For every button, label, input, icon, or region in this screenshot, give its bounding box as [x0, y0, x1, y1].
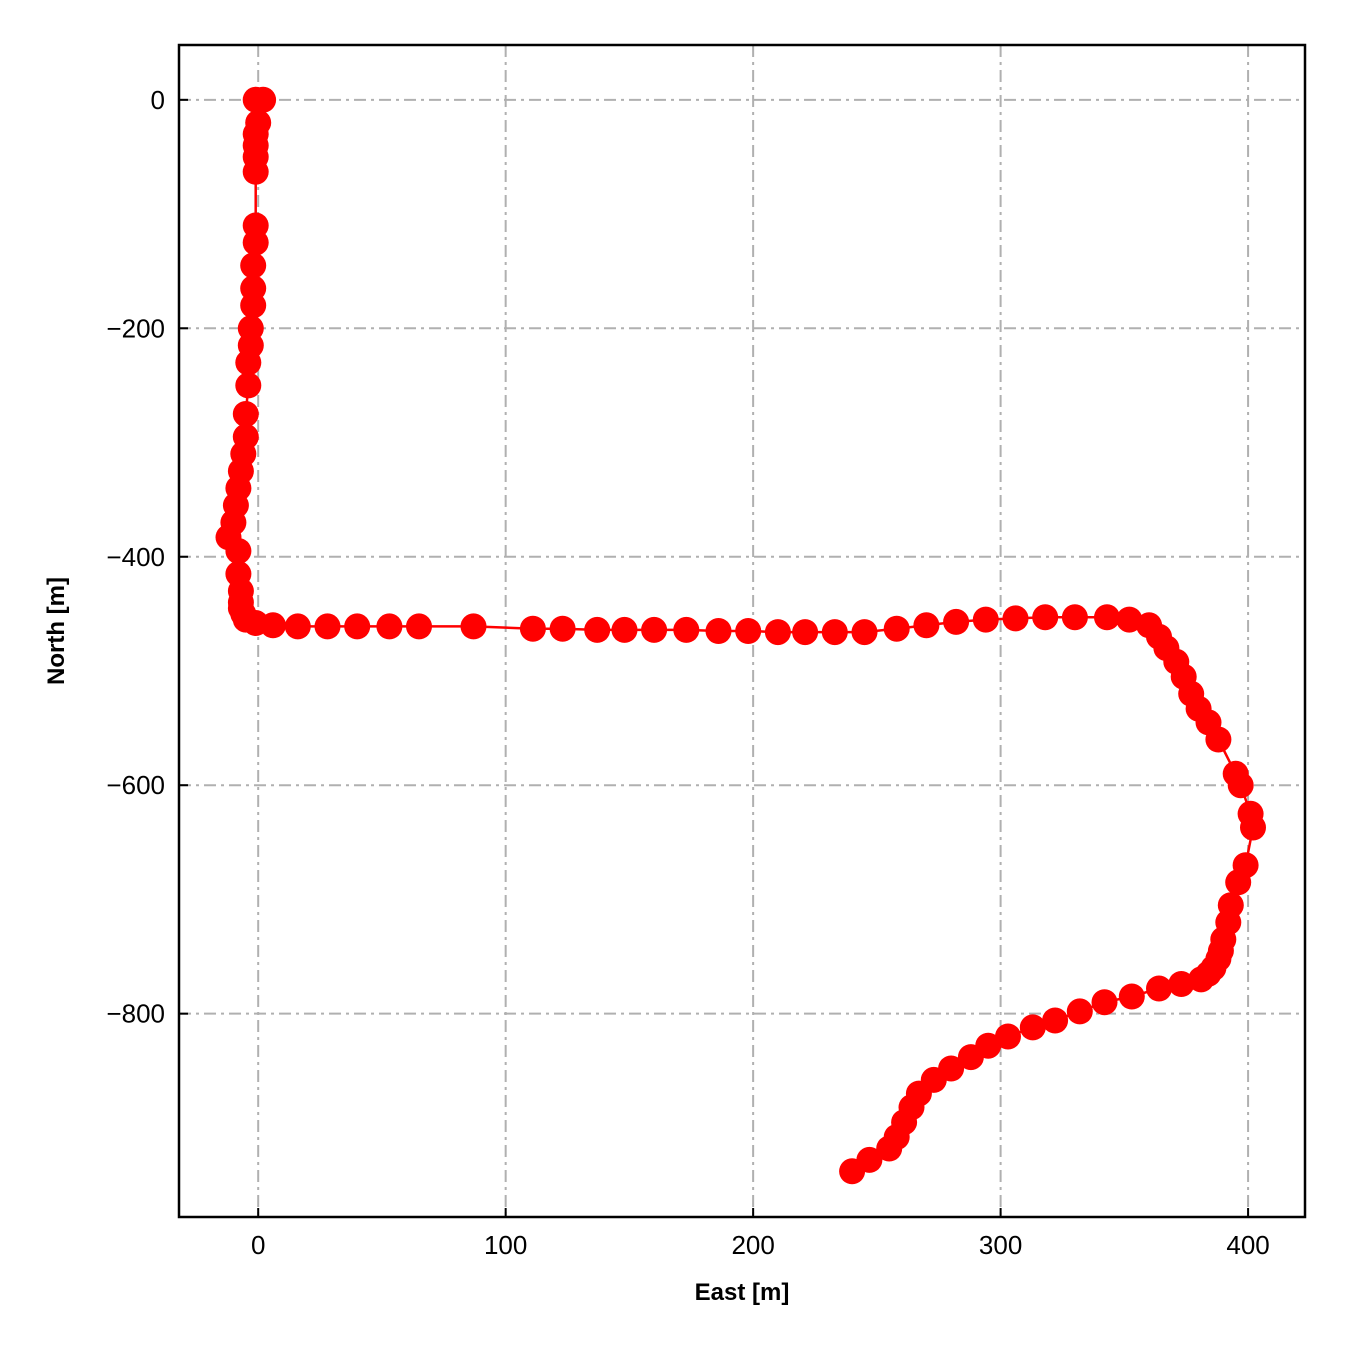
trajectory-point — [344, 613, 371, 640]
trajectory-point — [1227, 772, 1254, 799]
trajectory-point — [851, 619, 878, 646]
trajectory-point — [1205, 726, 1232, 753]
trajectory-point — [460, 613, 487, 640]
trajectory-point — [235, 349, 262, 376]
x-tick-label: 300 — [979, 1230, 1022, 1260]
trajectory-point — [876, 1135, 903, 1162]
y-axis-label: North [m] — [43, 577, 70, 685]
x-tick-label: 0 — [251, 1230, 265, 1260]
trajectory-point — [1032, 604, 1059, 631]
trajectory-point — [1146, 975, 1172, 1002]
trajectory-point — [225, 538, 252, 564]
trajectory-point — [1118, 983, 1145, 1010]
y-tick-label: −400 — [106, 542, 165, 572]
series-layer — [215, 86, 1266, 1185]
axis-ticks: 0 100 200 300 400 0 −200 −400 −600 −800 — [106, 85, 1269, 1260]
trajectory-point — [1188, 966, 1215, 993]
trajectory-point — [242, 229, 269, 256]
trajectory-point — [549, 615, 576, 642]
trajectory-point — [314, 613, 341, 640]
trajectory-point — [235, 372, 262, 399]
x-tick-label: 200 — [731, 1230, 774, 1260]
trajectory-point — [1002, 605, 1029, 632]
trajectory-point — [1061, 604, 1088, 631]
trajectory-point — [1066, 998, 1093, 1025]
y-tick-label: −600 — [106, 770, 165, 800]
trajectory-point — [1019, 1014, 1046, 1041]
trajectory-point — [705, 618, 732, 644]
trajectory-point — [232, 401, 259, 427]
x-axis-label: East [m] — [695, 1279, 790, 1306]
trajectory-point — [250, 86, 277, 113]
trajectory-point — [406, 613, 432, 640]
y-tick-label: −800 — [106, 999, 165, 1029]
y-tick-label: 0 — [151, 85, 165, 115]
trajectory-point — [957, 1044, 984, 1071]
trajectory-point — [1168, 971, 1195, 997]
trajectory-point — [1042, 1007, 1069, 1034]
trajectory-point — [943, 608, 970, 635]
trajectory-point — [883, 615, 910, 642]
trajectory-point — [913, 612, 940, 639]
trajectory-point — [792, 619, 819, 646]
trajectory-point — [1240, 814, 1266, 841]
trajectory-point — [260, 612, 286, 639]
trajectory-point — [641, 616, 668, 643]
trajectory-point — [764, 619, 791, 646]
y-tick-label: −200 — [106, 313, 165, 343]
trajectory-point — [1094, 604, 1120, 631]
plot-frame — [177, 43, 1307, 1219]
trajectory-point — [284, 613, 311, 640]
x-tick-label: 400 — [1226, 1230, 1269, 1260]
trajectory-point — [821, 619, 848, 646]
trajectory-point — [242, 158, 269, 185]
trajectory-point — [240, 292, 267, 319]
trajectory-point — [673, 616, 700, 643]
trajectory-point — [972, 606, 999, 633]
trajectory-point — [1116, 606, 1143, 633]
trajectory-point — [584, 616, 611, 643]
trajectory-point — [839, 1158, 866, 1185]
trajectory-point — [240, 252, 267, 279]
trajectory-point — [1091, 989, 1118, 1016]
trajectory-point — [1225, 869, 1252, 896]
trajectory-point — [376, 613, 403, 640]
trajectory-point — [995, 1023, 1021, 1050]
trajectory-point — [735, 618, 762, 644]
trajectory-point — [611, 616, 638, 643]
trajectory-point — [519, 615, 546, 642]
x-tick-label: 100 — [484, 1230, 527, 1260]
